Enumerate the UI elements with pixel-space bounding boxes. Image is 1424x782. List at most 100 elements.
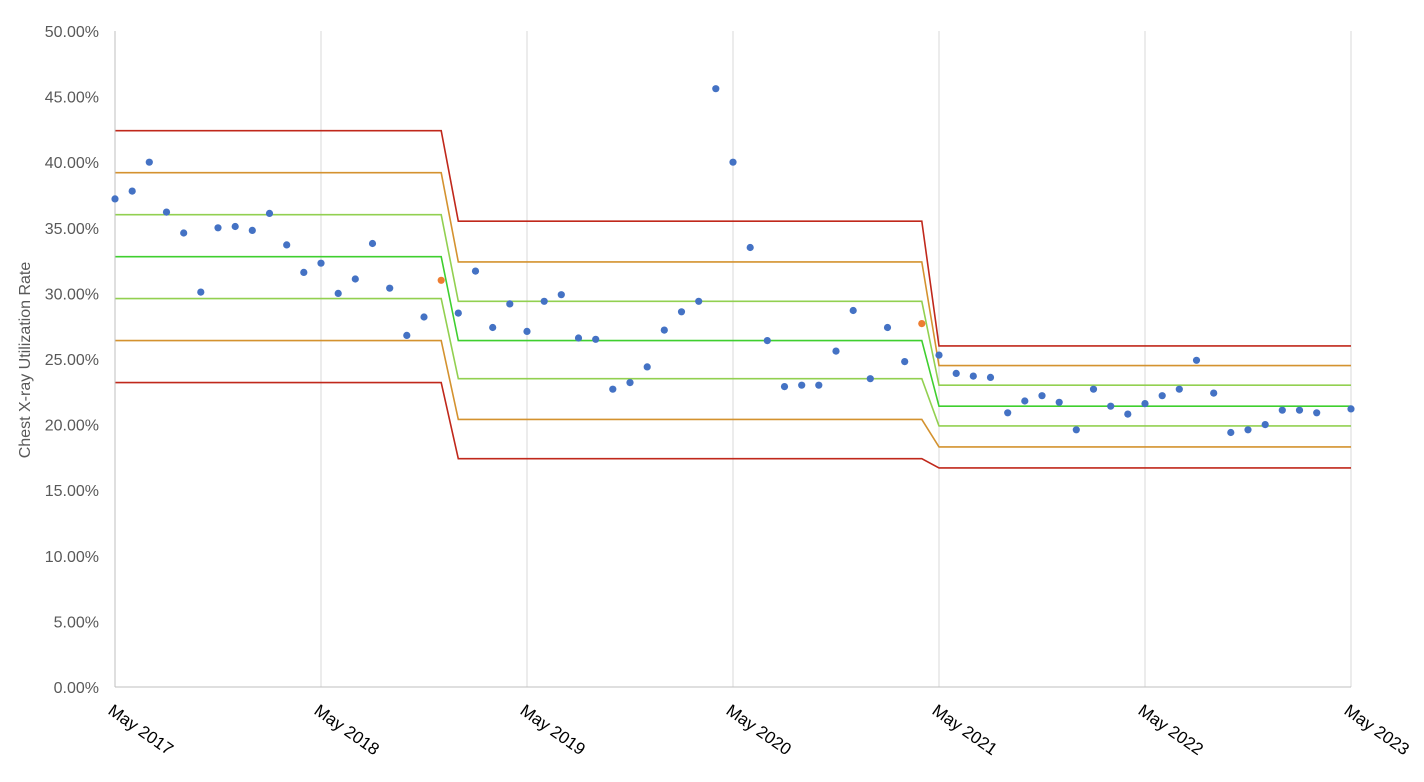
data-point [283, 241, 291, 249]
data-point [815, 381, 823, 389]
data-point [763, 337, 771, 345]
x-tick-label: May 2023 [1341, 701, 1413, 759]
data-point [729, 158, 737, 166]
x-tick-label: May 2022 [1135, 701, 1207, 759]
data-point [403, 331, 411, 339]
data-point [695, 297, 703, 305]
axes [114, 31, 1351, 688]
data-point [471, 267, 480, 275]
data-point [626, 379, 634, 387]
data-point [1021, 397, 1029, 405]
data-point [660, 326, 668, 334]
y-tick-label: 5.00% [54, 614, 99, 631]
data-point [248, 226, 256, 234]
data-point [1141, 400, 1149, 408]
data-point [162, 208, 171, 216]
data-point [832, 347, 840, 355]
data-point [780, 383, 789, 391]
x-tick-labels: May 2017 May 2018 May 2019 May 2020 May 2021… [105, 701, 1413, 759]
data-point [231, 222, 239, 231]
y-tick-label: 45.00% [45, 90, 99, 107]
control-line-upper-2sigma [115, 171, 1351, 367]
y-tick-labels: 0.00% 5.00% 10.00% 15.00% 20.00% 25.00% 30.00%… [45, 24, 99, 697]
data-point [1295, 406, 1304, 414]
x-tick-label: May 2021 [929, 701, 1001, 759]
data-point [489, 323, 497, 332]
data-point [128, 187, 136, 195]
data-point [1278, 406, 1286, 414]
y-tick-label: 15.00% [45, 483, 99, 500]
data-point [883, 323, 892, 332]
y-tick-label: 0.00% [54, 680, 99, 697]
data-point [1124, 410, 1132, 418]
data-point [265, 209, 274, 217]
control-line-center [115, 255, 1351, 407]
data-point [712, 85, 720, 93]
data-point [1347, 405, 1355, 413]
y-tick-label: 40.00% [45, 155, 99, 172]
control-limit-lines [115, 129, 1351, 469]
data-point [1210, 389, 1218, 397]
y-tick-label: 20.00% [45, 418, 99, 435]
control-line-upper-3sigma [115, 129, 1351, 347]
gridlines [320, 31, 1352, 687]
data-point [952, 369, 960, 377]
data-point [901, 358, 909, 366]
data-point [454, 309, 462, 317]
data-point [1038, 392, 1046, 400]
data-point [1055, 398, 1063, 406]
data-point [1089, 385, 1098, 393]
data-point [334, 289, 342, 297]
data-point [557, 291, 565, 299]
data-point [1261, 421, 1269, 429]
data-point [317, 259, 325, 267]
x-tick-label: May 2018 [311, 701, 383, 759]
control-line-lower-1sigma [115, 297, 1351, 427]
control-line-lower-3sigma [115, 381, 1351, 469]
data-point [540, 297, 548, 305]
data-point [1107, 402, 1115, 410]
data-point [969, 372, 977, 380]
highlighted-data-point [918, 320, 926, 328]
x-tick-label: May 2020 [723, 701, 795, 759]
data-point [506, 300, 514, 308]
data-point [592, 335, 600, 343]
data-point [351, 275, 359, 283]
control-line-lower-2sigma [115, 339, 1351, 448]
data-point [574, 334, 583, 342]
y-tick-label: 25.00% [45, 352, 99, 369]
data-point [300, 268, 308, 276]
data-point [986, 373, 995, 381]
data-point [368, 239, 377, 248]
y-axis-title: Chest X-ray Utilization Rate [17, 262, 34, 459]
data-points [111, 85, 1355, 437]
data-point [1072, 426, 1080, 434]
data-point [643, 363, 651, 371]
y-tick-label: 35.00% [45, 221, 99, 238]
data-point [1227, 428, 1235, 437]
data-point [214, 224, 222, 232]
data-point [798, 381, 806, 389]
y-tick-label: 30.00% [45, 286, 99, 303]
data-point [180, 229, 188, 237]
data-point [1313, 409, 1321, 417]
data-point [145, 158, 153, 166]
control-line-upper-1sigma [115, 213, 1351, 386]
data-point [1192, 356, 1201, 364]
data-point [1175, 385, 1183, 393]
data-point [111, 195, 119, 203]
highlighted-data-point [437, 276, 445, 284]
data-point [866, 375, 874, 383]
data-point [197, 288, 205, 296]
data-point [677, 308, 686, 316]
data-point [609, 385, 617, 393]
data-point [935, 351, 943, 359]
data-point [746, 243, 754, 252]
y-tick-label: 10.00% [45, 549, 99, 566]
data-point [1004, 409, 1012, 417]
x-tick-label: May 2019 [517, 701, 589, 759]
y-tick-label: 50.00% [45, 24, 99, 41]
data-point [420, 313, 428, 321]
data-point [849, 306, 857, 315]
